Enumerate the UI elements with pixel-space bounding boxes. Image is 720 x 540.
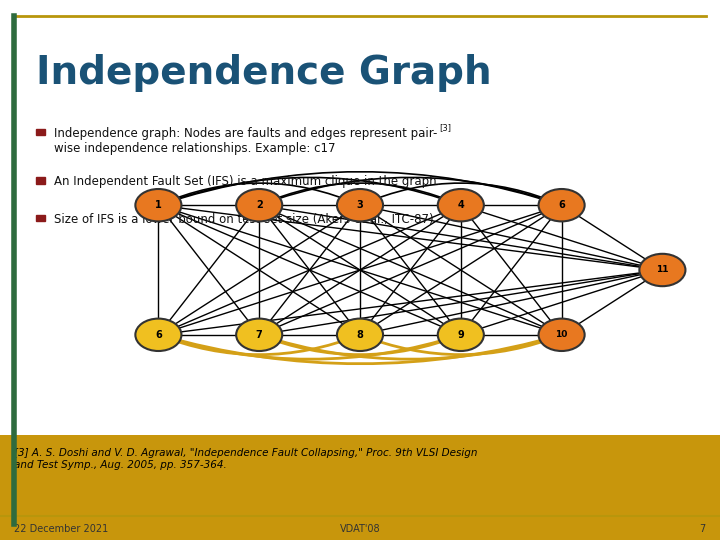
Text: 4: 4 <box>457 200 464 210</box>
Text: 8: 8 <box>356 330 364 340</box>
Text: 11: 11 <box>656 266 669 274</box>
Text: Independence Graph: Independence Graph <box>36 54 492 92</box>
Ellipse shape <box>236 189 282 221</box>
Text: 22 December 2021: 22 December 2021 <box>14 524 109 534</box>
Text: 9: 9 <box>457 330 464 340</box>
Ellipse shape <box>135 189 181 221</box>
Ellipse shape <box>539 319 585 351</box>
FancyBboxPatch shape <box>36 177 45 184</box>
Text: Independence graph: Nodes are faults and edges represent pair-
wise independence: Independence graph: Nodes are faults and… <box>54 127 437 155</box>
Text: 6: 6 <box>155 330 162 340</box>
Ellipse shape <box>135 319 181 351</box>
Text: [3] A. S. Doshi and V. D. Agrawal, "Independence Fault Collapsing," Proc. 9th VL: [3] A. S. Doshi and V. D. Agrawal, "Inde… <box>14 448 478 470</box>
FancyBboxPatch shape <box>0 435 720 540</box>
Text: VDAT'08: VDAT'08 <box>340 524 380 534</box>
Text: 7: 7 <box>699 524 706 534</box>
Text: [3]: [3] <box>439 123 451 132</box>
Text: An Independent Fault Set (IFS) is a maximum clique in the graph.: An Independent Fault Set (IFS) is a maxi… <box>54 176 441 188</box>
FancyBboxPatch shape <box>36 215 45 221</box>
Ellipse shape <box>337 189 383 221</box>
Ellipse shape <box>337 319 383 351</box>
Ellipse shape <box>236 319 282 351</box>
Text: 1: 1 <box>155 200 162 210</box>
Ellipse shape <box>639 254 685 286</box>
Text: 6: 6 <box>558 200 565 210</box>
Text: 2: 2 <box>256 200 263 210</box>
Text: 7: 7 <box>256 330 263 340</box>
Ellipse shape <box>438 319 484 351</box>
Text: 10: 10 <box>555 330 568 339</box>
Text: 3: 3 <box>356 200 364 210</box>
Text: Size of IFS is a lower bound on test set size (Akers et al., ITC-87): Size of IFS is a lower bound on test set… <box>54 213 433 226</box>
FancyBboxPatch shape <box>36 129 45 135</box>
Ellipse shape <box>438 189 484 221</box>
Ellipse shape <box>539 189 585 221</box>
